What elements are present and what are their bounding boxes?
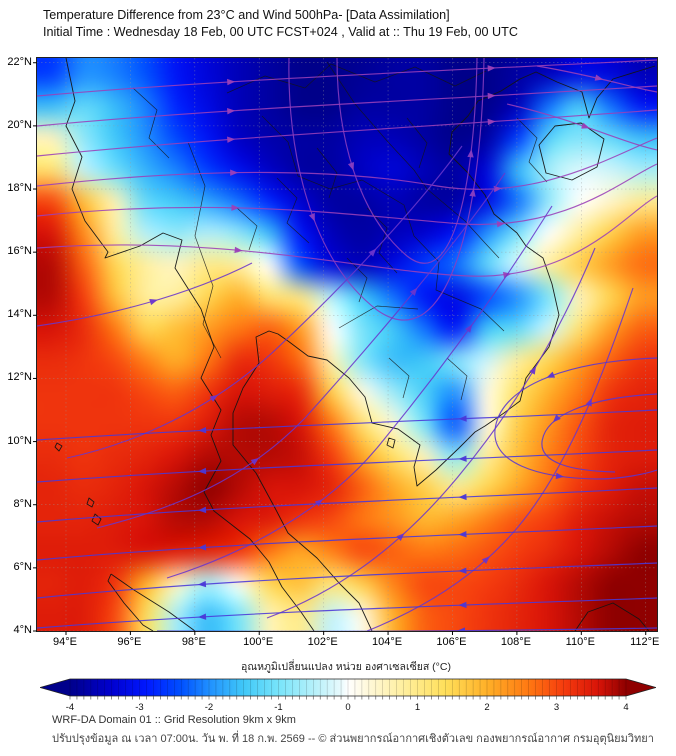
- wind-arrow-icon: [458, 601, 467, 609]
- x-tick-label: 112°E: [630, 636, 660, 648]
- colorbar-tick-label: 1: [415, 702, 420, 713]
- wind-arrow-icon: [458, 531, 467, 538]
- wind-arrow-icon: [469, 188, 476, 197]
- footer-domain-info: WRF-DA Domain 01 :: Grid Resolution 9km …: [52, 714, 296, 726]
- y-tick-label: 22°N: [7, 55, 32, 68]
- chart-title-block: Temperature Difference from 23°C and Win…: [43, 7, 518, 41]
- x-tick-label: 104°E: [372, 636, 403, 648]
- wind-arrow-icon: [467, 149, 474, 158]
- colorbar-tick-label: 3: [554, 702, 559, 713]
- wind-arrow-icon: [409, 287, 418, 296]
- colorbar: -4 -3 -2 -1 0 1 2 3 4: [40, 678, 656, 713]
- wind-arrow-icon: [487, 92, 496, 100]
- wind-arrow-icon: [198, 506, 207, 514]
- wind-arrow-icon: [594, 74, 604, 81]
- colorbar-tick-label: -4: [66, 702, 74, 713]
- x-tick-label: 100°E: [243, 636, 274, 648]
- colorbar-label: อุณหภูมิเปลี่ยนแปลง หน่วย องศาเซลเซียส (…: [241, 661, 451, 673]
- y-tick-label: 10°N: [7, 434, 32, 447]
- wind-arrow-icon: [227, 107, 236, 115]
- wind-arrow-icon: [481, 556, 490, 565]
- x-axis-tick-labels: 94°E 96°E 98°E 100°E 102°E 104°E 106°E 108°E 110…: [0, 636, 676, 652]
- wind-arrow-icon: [487, 118, 496, 126]
- colorbar-tick-label: -2: [205, 702, 213, 713]
- wind-arrow-icon: [458, 493, 467, 501]
- wind-arrow-icon: [487, 65, 496, 72]
- y-tick-label: 14°N: [7, 308, 32, 321]
- y-tick-label: 8°N: [13, 497, 32, 510]
- wind-arrow-icon: [227, 78, 236, 86]
- chart-title: Temperature Difference from 23°C and Win…: [43, 8, 450, 22]
- wind-arrow-icon: [368, 248, 377, 257]
- x-tick-label: 110°E: [565, 636, 595, 648]
- wind-arrow-icon: [227, 136, 236, 143]
- wind-arrow-icon: [308, 212, 315, 222]
- y-tick-label: 4°N: [13, 624, 32, 636]
- y-tick-label: 18°N: [7, 182, 32, 195]
- wind-arrow-icon: [458, 455, 467, 462]
- x-tick-label: 94°E: [52, 636, 77, 648]
- wind-arrow-icon: [464, 324, 473, 333]
- x-tick-label: 96°E: [117, 636, 142, 648]
- y-tick-label: 12°N: [7, 371, 32, 384]
- wind-arrow-icon: [198, 427, 207, 434]
- x-tick-label: 108°E: [500, 636, 531, 648]
- y-tick-label: 6°N: [13, 560, 32, 573]
- colorbar-tick-label: -3: [135, 702, 143, 713]
- map-plot-area: [33, 57, 658, 635]
- x-tick-label: 106°E: [436, 636, 467, 648]
- wind-arrow-icon: [230, 169, 239, 176]
- wind-arrow-icon: [555, 472, 564, 480]
- graticule-gridlines: [37, 58, 657, 631]
- chart-subtitle: Initial Time : Wednesday 18 Feb, 00 UTC …: [43, 25, 518, 39]
- wind-arrow-icon: [231, 204, 240, 211]
- colorbar-tick-label: -1: [274, 702, 282, 713]
- wind-arrow-icon: [458, 415, 467, 422]
- wind-arrow-icon: [197, 580, 207, 588]
- wind-arrow-icon: [197, 544, 207, 551]
- wind-arrow-icon: [209, 394, 218, 402]
- wind-arrow-icon: [496, 220, 505, 228]
- wind-arrow-icon: [250, 457, 259, 466]
- wind-arrow-icon: [529, 366, 537, 375]
- x-tick-label: 102°E: [307, 636, 338, 648]
- y-axis-tick-labels: 22°N 20°N 18°N 16°N 14°N 12°N 10°N 8°N 6°N 4°N: [0, 0, 33, 756]
- wind-arrow-icon: [234, 246, 243, 254]
- wind-arrow-icon: [581, 122, 590, 129]
- wind-streamlines: [37, 58, 657, 631]
- wind-arrow-icon: [347, 162, 355, 171]
- temperature-heatmap-canvas: [37, 58, 657, 631]
- wind-arrow-icon: [493, 185, 502, 193]
- wind-arrow-icon: [552, 414, 561, 423]
- y-tick-label: 16°N: [7, 245, 32, 258]
- wind-arrow-icon: [458, 567, 467, 574]
- colorbar-tick-label: 4: [623, 702, 628, 713]
- y-tick-label: 20°N: [7, 118, 32, 131]
- wind-arrow-icon: [314, 499, 324, 507]
- wind-arrow-icon: [457, 627, 466, 631]
- map-overlay-svg: [33, 58, 657, 635]
- wind-arrow-icon: [198, 467, 207, 475]
- footer-update-info: ปรับปรุงข้อมูล ณ เวลา 07:00น. วัน พ. ที่…: [52, 733, 654, 745]
- colorbar-tick-label: 0: [345, 702, 350, 713]
- wind-arrow-icon: [546, 371, 556, 378]
- colorbar-tick-label: 2: [484, 702, 489, 713]
- admin-borders: [132, 61, 548, 401]
- wind-arrow-icon: [198, 613, 207, 620]
- x-tick-label: 98°E: [181, 636, 206, 648]
- coastlines: [54, 58, 656, 631]
- wind-arrow-icon: [149, 299, 158, 306]
